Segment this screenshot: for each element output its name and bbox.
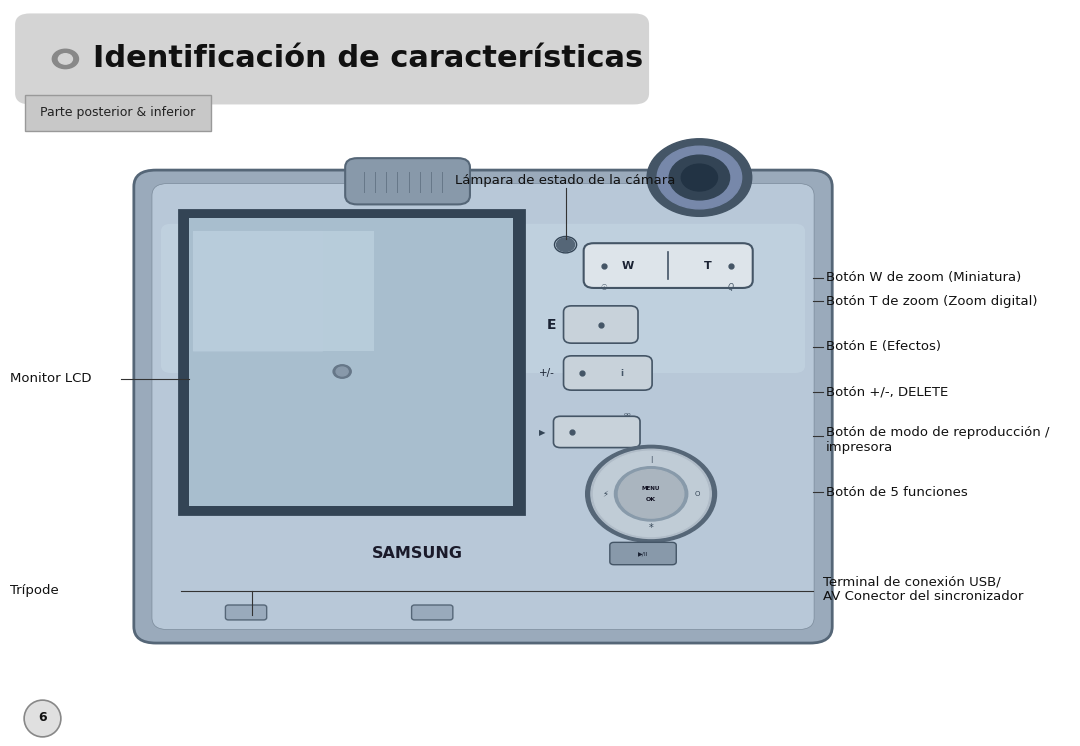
Text: ▶/II: ▶/II — [637, 551, 648, 556]
FancyBboxPatch shape — [583, 243, 753, 288]
Text: Botón E (Efectos): Botón E (Efectos) — [826, 340, 941, 354]
Text: Botón de modo de reproducción /
impresora: Botón de modo de reproducción / impresor… — [826, 426, 1050, 454]
FancyBboxPatch shape — [411, 605, 453, 620]
FancyBboxPatch shape — [564, 356, 652, 390]
Text: Q: Q — [728, 283, 733, 292]
FancyBboxPatch shape — [610, 542, 676, 565]
FancyBboxPatch shape — [152, 184, 814, 630]
FancyBboxPatch shape — [564, 306, 638, 343]
FancyBboxPatch shape — [193, 231, 375, 351]
Text: +/-: +/- — [539, 368, 554, 378]
Text: Trípode: Trípode — [10, 584, 58, 598]
Text: *: * — [649, 523, 653, 533]
FancyBboxPatch shape — [161, 224, 805, 373]
Text: Botón +/-, DELETE: Botón +/-, DELETE — [826, 385, 948, 398]
Circle shape — [681, 164, 717, 191]
Circle shape — [585, 445, 716, 542]
Text: Identificación de características: Identificación de características — [93, 45, 643, 73]
Circle shape — [591, 449, 712, 539]
Text: Monitor LCD: Monitor LCD — [10, 372, 92, 386]
Text: E: E — [546, 318, 556, 331]
Circle shape — [556, 238, 575, 251]
Text: W: W — [622, 260, 634, 271]
Text: MENU: MENU — [642, 486, 660, 491]
FancyBboxPatch shape — [226, 605, 267, 620]
Text: Parte posterior & inferior: Parte posterior & inferior — [40, 106, 195, 119]
Text: Terminal de conexión USB/
AV Conector del sincronizador: Terminal de conexión USB/ AV Conector de… — [823, 575, 1024, 604]
Polygon shape — [193, 231, 322, 351]
Text: O: O — [694, 491, 700, 497]
Circle shape — [657, 146, 742, 209]
FancyBboxPatch shape — [346, 158, 470, 204]
FancyBboxPatch shape — [134, 170, 833, 643]
FancyBboxPatch shape — [15, 13, 649, 104]
FancyBboxPatch shape — [553, 416, 640, 448]
Circle shape — [58, 54, 72, 64]
Text: OK: OK — [646, 498, 657, 502]
Circle shape — [333, 365, 351, 378]
Text: Botón de 5 funciones: Botón de 5 funciones — [826, 486, 968, 499]
Text: ☉: ☉ — [600, 283, 607, 292]
Text: T: T — [703, 260, 712, 271]
Text: i: i — [620, 369, 623, 377]
Circle shape — [670, 155, 730, 200]
Circle shape — [52, 49, 79, 69]
Text: Botón T de zoom (Zoom digital): Botón T de zoom (Zoom digital) — [826, 295, 1038, 308]
Circle shape — [647, 139, 752, 216]
Circle shape — [619, 470, 684, 518]
Text: SAMSUNG: SAMSUNG — [373, 546, 463, 561]
Circle shape — [615, 467, 688, 521]
Circle shape — [594, 451, 708, 536]
FancyBboxPatch shape — [179, 210, 524, 514]
Text: Botón W de zoom (Miniatura): Botón W de zoom (Miniatura) — [826, 271, 1022, 284]
Text: 6: 6 — [38, 711, 46, 724]
FancyBboxPatch shape — [189, 218, 513, 506]
Circle shape — [336, 367, 348, 376]
Text: |: | — [650, 457, 652, 463]
Text: oo: oo — [624, 412, 632, 416]
FancyBboxPatch shape — [25, 95, 212, 131]
Text: ⚡: ⚡ — [603, 489, 608, 498]
Text: Lámpara de estado de la cámara: Lámpara de estado de la cámara — [456, 174, 676, 187]
Text: ▶: ▶ — [539, 428, 545, 437]
Point — [33, 712, 51, 724]
